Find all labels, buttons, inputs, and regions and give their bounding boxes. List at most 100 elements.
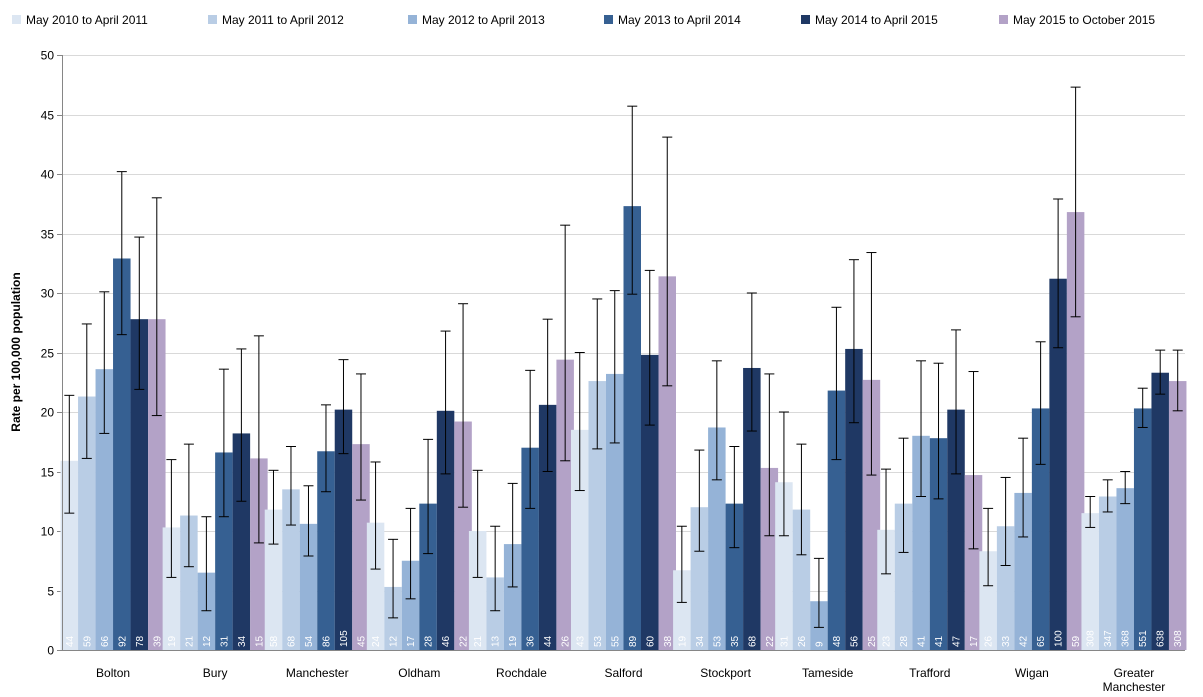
- bar: [264, 509, 283, 650]
- bar: [232, 433, 251, 650]
- x-category-label: Stockport: [700, 666, 751, 680]
- data-label: 12: [202, 635, 213, 647]
- data-label: 28: [424, 635, 435, 647]
- legend-swatch: [408, 15, 417, 24]
- bar: [929, 438, 948, 650]
- x-category-label: Manchester: [286, 666, 349, 680]
- bar: [979, 551, 997, 650]
- legend-swatch: [801, 15, 810, 24]
- bar: [775, 482, 793, 650]
- bar: [673, 570, 691, 650]
- bar: [845, 348, 863, 650]
- bar: [250, 458, 268, 650]
- y-tick-label: 50: [41, 49, 55, 63]
- y-tick-label: 25: [41, 347, 55, 361]
- bar: [1066, 212, 1085, 650]
- data-label: 19: [677, 635, 688, 647]
- data-label: 21: [473, 635, 484, 647]
- legend-item: May 2010 to April 2011: [26, 13, 148, 27]
- legend-swatch: [999, 15, 1008, 24]
- data-label: 92: [117, 635, 128, 647]
- bar: [148, 319, 166, 650]
- bar: [130, 319, 149, 650]
- bar: [743, 367, 761, 650]
- y-tick-label: 20: [41, 406, 55, 420]
- x-category-label: Bolton: [96, 666, 130, 680]
- x-category-label: Bury: [203, 666, 228, 680]
- bar: [571, 429, 589, 650]
- data-label: 21: [184, 635, 195, 647]
- bar: [282, 489, 300, 650]
- bar: [366, 522, 385, 650]
- data-label: 34: [695, 635, 706, 647]
- bar: [827, 390, 846, 650]
- data-label: 44: [543, 635, 554, 647]
- bar: [1014, 492, 1032, 650]
- bar: [690, 507, 709, 650]
- data-label: 41: [917, 635, 928, 647]
- bar: [1116, 488, 1134, 650]
- bar: [877, 529, 895, 650]
- data-label: 22: [765, 635, 776, 647]
- error-bars: [64, 86, 1183, 628]
- chart-legend: May 2010 to April 2011 May 2011 to April …: [12, 13, 1155, 27]
- bar: [1031, 408, 1050, 650]
- bar: [538, 404, 557, 650]
- bar: [113, 258, 131, 650]
- bar: [623, 206, 641, 650]
- legend-swatch: [12, 15, 21, 24]
- data-label: 24: [371, 635, 382, 647]
- bar: [162, 527, 181, 650]
- bar: [912, 435, 930, 650]
- bar: [503, 544, 522, 650]
- data-label: 17: [406, 635, 417, 647]
- data-label: 48: [832, 635, 843, 647]
- data-label: 9: [814, 641, 825, 647]
- bar: [468, 531, 487, 650]
- data-label: 31: [219, 635, 230, 647]
- bar: [454, 421, 472, 650]
- data-label: 26: [797, 635, 808, 647]
- data-label: 41: [934, 635, 945, 647]
- data-label: 68: [286, 635, 297, 647]
- bar: [352, 444, 370, 650]
- bar: [658, 276, 676, 650]
- data-label: 33: [1001, 635, 1012, 647]
- data-label: 60: [645, 635, 656, 647]
- bar: [1049, 278, 1067, 650]
- data-label: 308: [1086, 630, 1097, 647]
- data-label: 26: [984, 635, 995, 647]
- bar: [556, 359, 574, 650]
- data-label: 25: [867, 635, 878, 647]
- x-category-label: Salford: [604, 666, 642, 680]
- bar: [1133, 408, 1152, 650]
- bar: [1081, 513, 1099, 650]
- bar: [725, 503, 744, 650]
- x-category-label: Oldham: [398, 666, 440, 680]
- bar: [792, 509, 811, 650]
- bar: [401, 560, 420, 650]
- bar: [317, 451, 335, 650]
- legend-item: May 2014 to April 2015: [815, 13, 938, 27]
- bar: [760, 467, 779, 650]
- data-label: 28: [899, 635, 910, 647]
- bar: [419, 503, 437, 650]
- data-label: 13: [491, 635, 502, 647]
- x-category-label: Trafford: [909, 666, 950, 680]
- y-tick-label: 0: [47, 644, 54, 658]
- data-label: 23: [882, 635, 893, 647]
- y-tick-label: 10: [41, 525, 55, 539]
- data-label: 59: [1071, 635, 1082, 647]
- data-label: 22: [459, 635, 470, 647]
- bar: [641, 354, 659, 650]
- legend-item: May 2012 to April 2013: [422, 13, 545, 27]
- legend-swatch: [604, 15, 613, 24]
- bar: [1151, 372, 1169, 650]
- data-label: 39: [152, 635, 163, 647]
- data-label: 100: [1054, 630, 1065, 647]
- bar: [1168, 381, 1187, 650]
- data-label: 44: [65, 635, 76, 647]
- data-label: 347: [1103, 630, 1114, 647]
- data-label: 105: [339, 630, 350, 647]
